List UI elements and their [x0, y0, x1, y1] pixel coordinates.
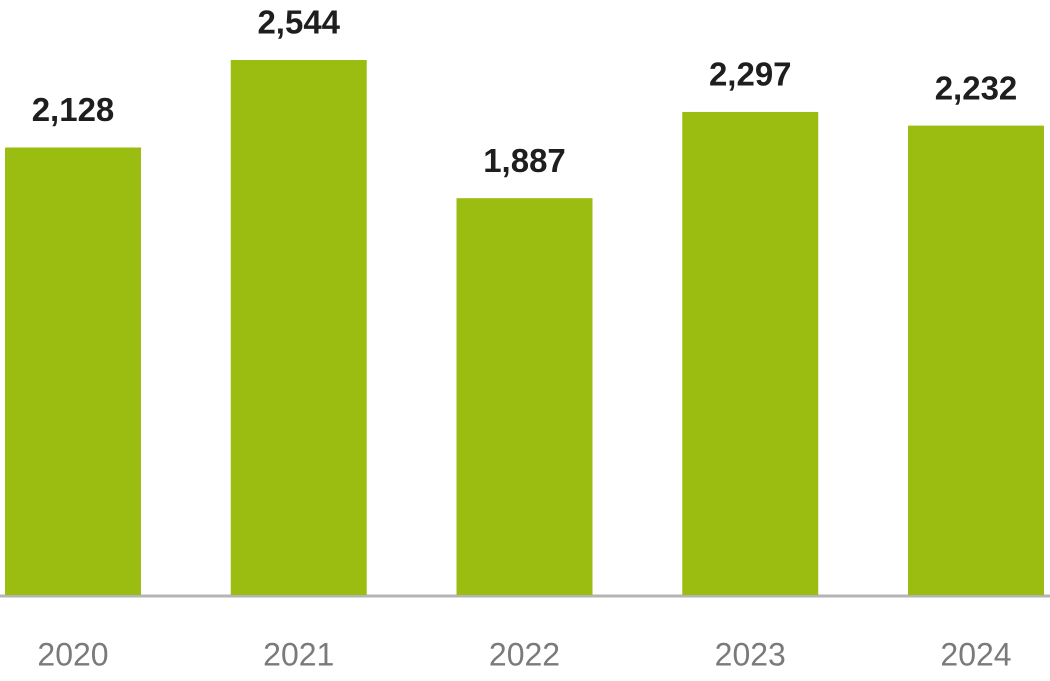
x-tick-label: 2020: [37, 636, 108, 672]
x-tick-label: 2022: [489, 636, 560, 672]
value-label: 1,887: [483, 142, 566, 179]
bar: [682, 111, 819, 595]
x-tick-label: 2021: [263, 636, 334, 672]
bar: [5, 147, 141, 595]
value-label: 2,544: [257, 4, 340, 41]
bar: [908, 125, 1044, 595]
x-tick-label: 2023: [715, 636, 786, 672]
value-label: 2,232: [935, 69, 1018, 106]
value-label: 2,128: [32, 91, 115, 128]
bar: [230, 60, 367, 595]
bar: [456, 198, 593, 596]
value-label: 2,297: [709, 56, 792, 93]
x-tick-label: 2024: [940, 636, 1011, 672]
